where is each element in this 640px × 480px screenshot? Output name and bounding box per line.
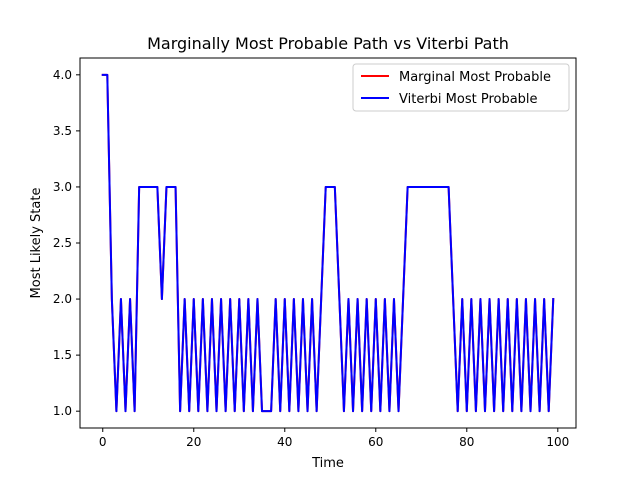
x-tick-label: 40 — [277, 435, 292, 449]
y-tick-label: 2.5 — [53, 236, 72, 250]
y-tick-label: 2.0 — [53, 292, 72, 306]
series-line-viterbi — [101, 73, 555, 413]
x-tick-label: 60 — [368, 435, 383, 449]
x-axis-label: Time — [311, 456, 344, 471]
x-tick-label: 20 — [186, 435, 201, 449]
y-tick-label: 4.0 — [53, 68, 72, 82]
legend-label-marginal: Marginal Most Probable — [399, 70, 551, 85]
y-tick-label: 3.5 — [53, 124, 72, 138]
y-tick-label: 1.0 — [53, 404, 72, 418]
x-tick-label: 100 — [546, 435, 569, 449]
legend-label-viterbi: Viterbi Most Probable — [399, 92, 538, 107]
x-axis: 0 20 40 60 80 100 — [99, 428, 569, 449]
chart-title: Marginally Most Probable Path vs Viterbi… — [147, 34, 509, 53]
y-tick-label: 3.0 — [53, 180, 72, 194]
y-axis: 1.0 1.5 2.0 2.5 3.0 3.5 4.0 — [53, 68, 80, 418]
x-tick-label: 80 — [459, 435, 474, 449]
series-layer — [101, 73, 555, 413]
x-tick-label: 0 — [99, 435, 107, 449]
legend: Marginal Most Probable Viterbi Most Prob… — [352, 63, 570, 112]
y-tick-label: 1.5 — [53, 348, 72, 362]
y-axis-label: Most Likely State — [29, 188, 44, 299]
legend-box — [352, 63, 570, 112]
